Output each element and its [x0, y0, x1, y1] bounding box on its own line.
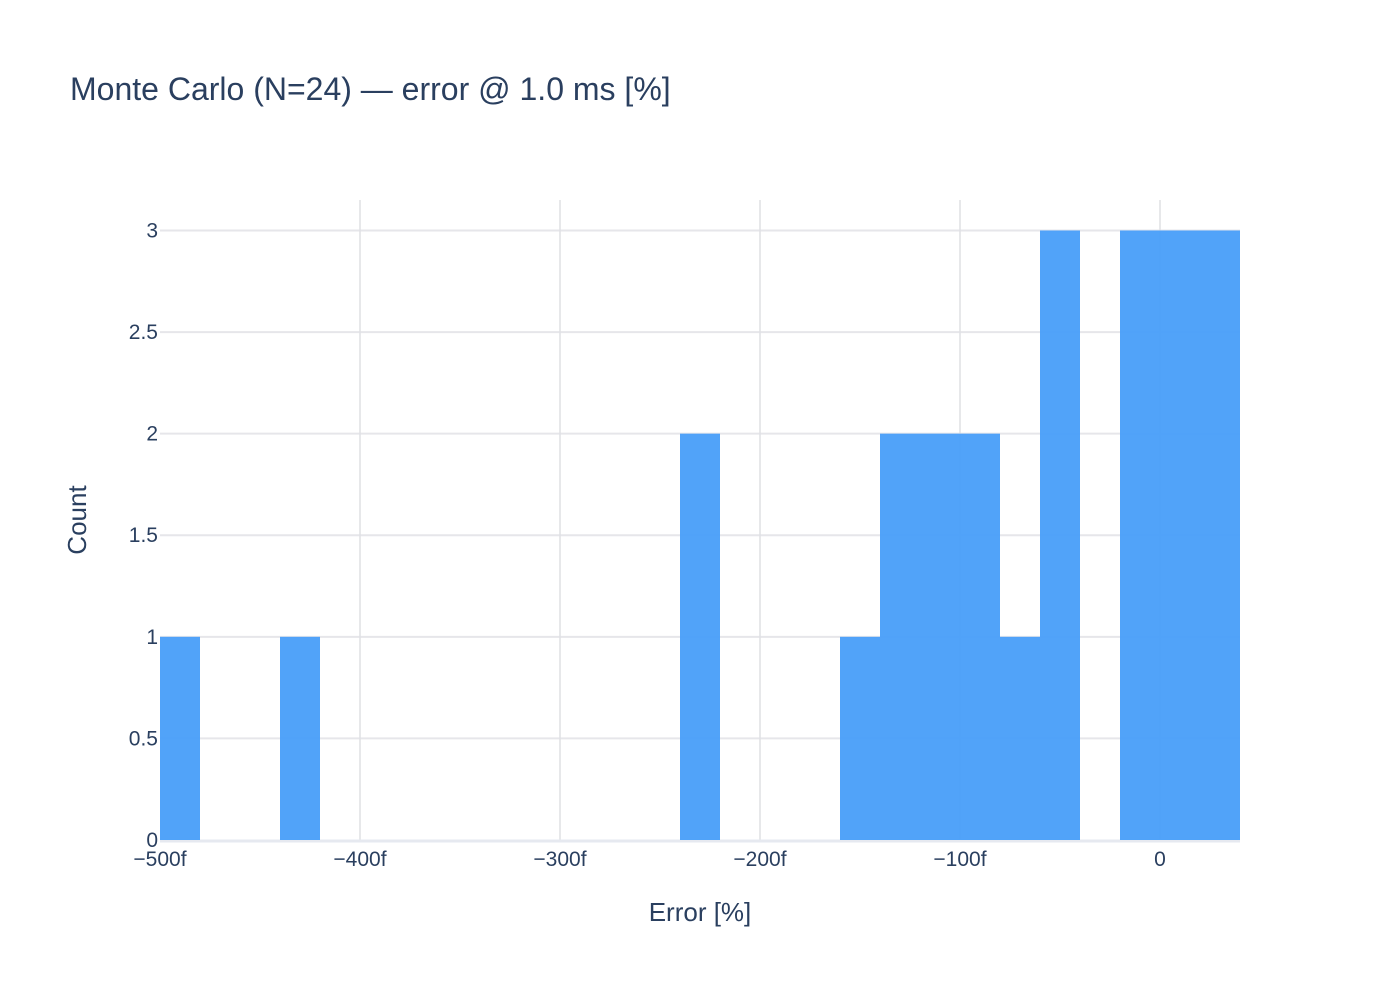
- histogram-bar: [1200, 230, 1240, 840]
- x-tick-label: −500f: [133, 848, 186, 871]
- y-tick-label: 2.5: [129, 321, 158, 344]
- histogram-bar: [960, 433, 1000, 840]
- histogram-bar: [920, 433, 960, 840]
- histogram-bar: [680, 433, 720, 840]
- x-axis-ticks: −500f −400f −300f −200f −100f 0: [133, 848, 1165, 871]
- y-tick-label: 3: [146, 219, 158, 242]
- y-axis-ticks: 0 0.5 1 1.5 2 2.5 3: [129, 219, 158, 852]
- histogram-bar: [280, 636, 320, 840]
- histogram-bars: [160, 230, 1240, 840]
- histogram-bar: [1160, 230, 1200, 840]
- histogram-bar: [1000, 636, 1040, 840]
- histogram-bar: [1120, 230, 1160, 840]
- x-tick-label: −200f: [733, 848, 786, 871]
- histogram-bar: [1040, 230, 1080, 840]
- x-tick-label: 0: [1154, 848, 1166, 871]
- chart-title: Monte Carlo (N=24) — error @ 1.0 ms [%]: [70, 71, 671, 107]
- y-tick-label: 1.5: [129, 524, 158, 547]
- y-axis-title: Count: [62, 485, 92, 555]
- y-tick-label: 1: [146, 626, 158, 649]
- y-tick-label: 0: [146, 829, 158, 852]
- histogram-bar: [840, 636, 880, 840]
- x-axis-title: Error [%]: [649, 897, 752, 927]
- histogram-bar: [160, 636, 200, 840]
- y-tick-label: 2: [146, 423, 158, 446]
- x-tick-label: −300f: [533, 848, 586, 871]
- x-tick-label: −400f: [333, 848, 386, 871]
- x-tick-label: −100f: [933, 848, 986, 871]
- histogram-bar: [880, 433, 920, 840]
- y-tick-label: 0.5: [129, 727, 158, 750]
